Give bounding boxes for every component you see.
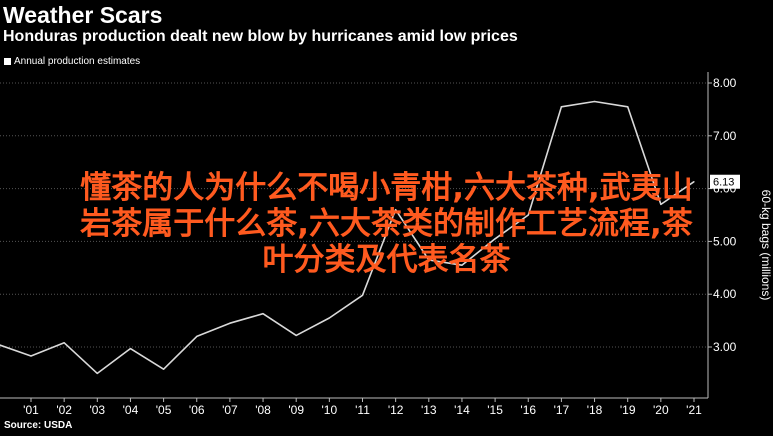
last-value-box: [710, 174, 740, 189]
overlay-line-3: 叶分类及代表名茶: [262, 242, 511, 278]
last-value-label: 6.13: [713, 177, 734, 189]
x-tick-label-20: '21: [686, 403, 702, 417]
data-point-0-9: [295, 334, 297, 336]
x-tick-label-12: '13: [421, 403, 437, 417]
chart-subtitle: Honduras production dealt new blow by hu…: [3, 28, 518, 45]
x-tick-label-6: '07: [222, 403, 238, 417]
x-tick-label-10: '11: [355, 403, 370, 417]
x-tick-label-17: '18: [587, 403, 603, 417]
data-point-0-21: [693, 181, 695, 183]
data-point-0-15: [494, 238, 496, 240]
data-point-0-12: [395, 209, 397, 211]
data-point-0-2: [63, 342, 65, 344]
x-tick-label-16: '17: [554, 403, 570, 417]
x-tick-label-11: '12: [388, 403, 404, 417]
x-tick-label-1: '02: [56, 403, 72, 417]
y-axis-title: 60-kg bags (millions): [759, 190, 773, 301]
data-point-0-20: [660, 203, 662, 206]
x-tick-label-14: '15: [487, 403, 503, 417]
x-tick-label-7: '08: [255, 403, 271, 417]
x-tick-label-3: '04: [123, 403, 139, 417]
data-point-0-16: [527, 214, 529, 216]
x-tick-label-15: '16: [520, 403, 536, 417]
data-point-0-6: [196, 335, 198, 338]
x-tick-label-18: '19: [620, 403, 636, 417]
legend: Annual production estimates: [4, 56, 140, 67]
data-point-0-7: [229, 322, 231, 324]
data-point-0-14: [461, 264, 463, 266]
x-tick-label-4: '05: [156, 403, 172, 417]
overlay-line-1: 懂茶的人为什么不喝小青柑,六大茶种,武夷山: [80, 170, 693, 206]
x-tick-label-2: '03: [89, 403, 105, 417]
y-tick-label-2: 5.00: [713, 234, 737, 248]
x-tick-label-5: '06: [189, 403, 205, 417]
x-tick-label-9: '10: [322, 403, 338, 417]
data-point-0-8: [262, 313, 264, 315]
data-point-0-13: [428, 259, 430, 261]
y-tick-label-5: 8.00: [713, 76, 737, 90]
source-note: Source: USDA: [4, 420, 73, 431]
y-tick-label-0: 3.00: [713, 340, 737, 354]
series-line-0: [0, 100, 695, 375]
data-point-0-3: [96, 372, 98, 374]
y-tick-label-4: 7.00: [713, 129, 737, 143]
x-tick-label-19: '20: [653, 403, 669, 417]
data-point-0-17: [560, 106, 563, 108]
data-point-0-10: [328, 317, 330, 319]
x-tick-label-0: '01: [23, 403, 39, 417]
data-point-0-4: [129, 347, 132, 350]
data-point-0-5: [163, 368, 165, 370]
data-point-0-1: [30, 355, 32, 357]
chart-title: Weather Scars: [3, 2, 163, 28]
legend-label: Annual production estimates: [14, 56, 141, 67]
legend-swatch-icon: [4, 58, 11, 65]
overlay-text[interactable]: 懂茶的人为什么不喝小青柑,六大茶种,武夷山 岩茶属于什么茶,六大茶类的制作工艺流…: [0, 170, 773, 278]
data-point-0-11: [361, 294, 364, 296]
data-point-0-18: [593, 100, 596, 103]
x-tick-label-8: '09: [288, 403, 304, 417]
overlay-line-2: 岩茶属于什么茶,六大茶类的制作工艺流程,茶: [80, 206, 693, 242]
data-point-0-19: [627, 106, 629, 108]
x-tick-label-13: '14: [454, 403, 470, 417]
y-tick-label-1: 4.00: [713, 287, 737, 301]
